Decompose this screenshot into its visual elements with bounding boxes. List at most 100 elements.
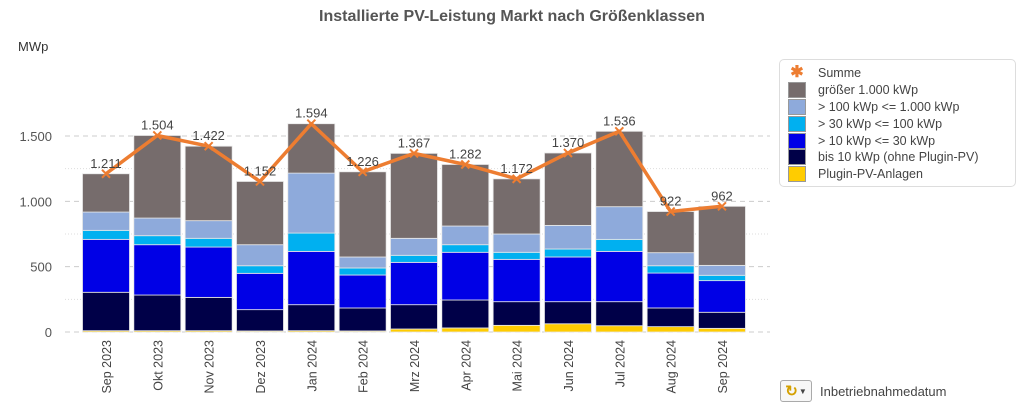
x-tick-label: Okt 2023 xyxy=(151,340,165,391)
bar-segment xyxy=(441,327,490,333)
bar-segment xyxy=(338,274,387,309)
bar-segment xyxy=(698,274,746,282)
bar-segment xyxy=(646,326,695,333)
bar-segment xyxy=(82,173,130,213)
legend-swatch xyxy=(788,98,806,115)
legend-item-summe[interactable]: ✱ Summe xyxy=(788,65,1015,82)
bar-segment xyxy=(492,178,541,235)
summe-marker xyxy=(357,167,368,177)
data-label: 1.536 xyxy=(603,113,636,128)
bar-segment xyxy=(698,205,746,266)
legend-item-plugin[interactable]: Plugin-PV-Anlagen xyxy=(788,166,1015,183)
legend-label: Summe xyxy=(818,66,862,81)
legend-item-30-100[interactable]: > 30 kWp <= 100 kWp xyxy=(788,115,1015,132)
x-tick-label: Sep 2023 xyxy=(100,340,114,394)
legend-swatch xyxy=(788,132,806,149)
legend-label: > 10 kWp <= 30 kWp xyxy=(818,133,936,148)
bar-segment xyxy=(544,323,592,333)
x-axis-selector: ↻ ▼ Inbetriebnahmedatum xyxy=(780,380,946,402)
legend-swatch xyxy=(788,82,806,99)
x-tick-label: Jul 2024 xyxy=(613,340,627,387)
bar-segment xyxy=(390,152,438,239)
bar-segment xyxy=(82,211,130,231)
y-tick-label: 500 xyxy=(30,260,52,275)
x-tick-label: Sep 2024 xyxy=(716,340,730,394)
summe-marker xyxy=(152,130,163,141)
bar-segment xyxy=(133,244,182,296)
data-label: 1.594 xyxy=(295,106,328,121)
bar-segment xyxy=(544,301,592,325)
x-tick-label: Dez 2023 xyxy=(254,340,268,394)
data-label: 1.422 xyxy=(192,128,225,143)
bar-segment xyxy=(338,267,387,276)
summe-marker xyxy=(101,169,111,179)
bar-segment xyxy=(390,304,438,330)
data-label: 922 xyxy=(660,194,682,209)
bar-segment xyxy=(338,256,387,269)
bar-segment xyxy=(133,217,182,237)
data-label: 1.282 xyxy=(449,146,482,161)
summe-marker xyxy=(306,119,317,129)
data-label: 1.172 xyxy=(500,161,533,176)
bar-segment xyxy=(441,164,490,227)
cycle-arrow-icon: ↻ xyxy=(785,383,798,400)
legend-item-100-1000[interactable]: > 100 kWp <= 1.000 kWp xyxy=(788,98,1015,116)
bar-segment xyxy=(338,171,387,258)
bar-segment xyxy=(492,301,541,326)
x-tick-label: Nov 2023 xyxy=(203,340,217,394)
legend-label: > 30 kWp <= 100 kWp xyxy=(818,116,943,131)
bar-segment xyxy=(82,238,130,293)
bar-segment xyxy=(287,250,336,306)
bar-segment xyxy=(390,254,438,263)
legend-swatch xyxy=(788,115,806,132)
bar-segment xyxy=(236,244,284,267)
legend-label: bis 10 kWp (ohne Plugin-PV) xyxy=(818,150,979,165)
bar-segment xyxy=(133,235,182,246)
bar-segment xyxy=(441,244,490,253)
data-label: 1.367 xyxy=(398,135,431,150)
bar-segment xyxy=(595,301,644,327)
bar-segment xyxy=(492,251,541,260)
bar-segment xyxy=(287,232,336,252)
bar-segment xyxy=(390,261,438,306)
summe-marker xyxy=(717,201,727,212)
bar-segment xyxy=(544,256,592,303)
bar-segment xyxy=(390,237,438,256)
legend-item-bis-10[interactable]: bis 10 kWp (ohne Plugin-PV) xyxy=(788,149,1015,166)
summe-marker xyxy=(409,148,419,159)
summe-marker xyxy=(511,174,522,184)
x-axis-label: Inbetriebnahmedatum xyxy=(820,383,947,399)
bar-segment xyxy=(133,294,182,332)
dimension-dropdown-button[interactable]: ↻ ▼ xyxy=(780,380,812,402)
legend-item-over-1000[interactable]: größer 1.000 kWp xyxy=(788,82,1015,99)
bar-segment xyxy=(287,172,336,234)
bar-segment xyxy=(236,309,284,332)
x-tick-label: Jan 2024 xyxy=(305,340,319,391)
x-tick-label: Mrz 2024 xyxy=(408,340,422,392)
legend-label: größer 1.000 kWp xyxy=(818,83,919,98)
bar-segment xyxy=(338,307,387,332)
bar-segment xyxy=(441,251,490,301)
x-tick-label: Aug 2024 xyxy=(665,340,679,394)
summe-marker xyxy=(563,148,573,158)
bar-segment xyxy=(82,229,130,240)
data-label: 1.226 xyxy=(346,154,379,169)
data-label: 962 xyxy=(711,188,733,203)
summe-marker xyxy=(255,176,265,187)
data-label: 1.370 xyxy=(552,135,585,150)
legend-item-10-30[interactable]: > 10 kWp <= 30 kWp xyxy=(788,132,1015,149)
bar-segment xyxy=(698,264,746,276)
bar-segment xyxy=(390,328,438,333)
legend-swatch xyxy=(788,166,806,183)
summe-marker xyxy=(203,141,214,151)
bar-segment xyxy=(698,280,746,313)
summe-marker xyxy=(460,159,471,170)
legend-swatch xyxy=(788,149,806,166)
bar-segment xyxy=(287,304,336,332)
legend-label: Plugin-PV-Anlagen xyxy=(818,167,923,182)
bar-segment xyxy=(544,224,592,250)
bar-segment xyxy=(595,130,644,208)
bar-segment xyxy=(646,265,695,274)
bar-segment xyxy=(441,225,490,246)
